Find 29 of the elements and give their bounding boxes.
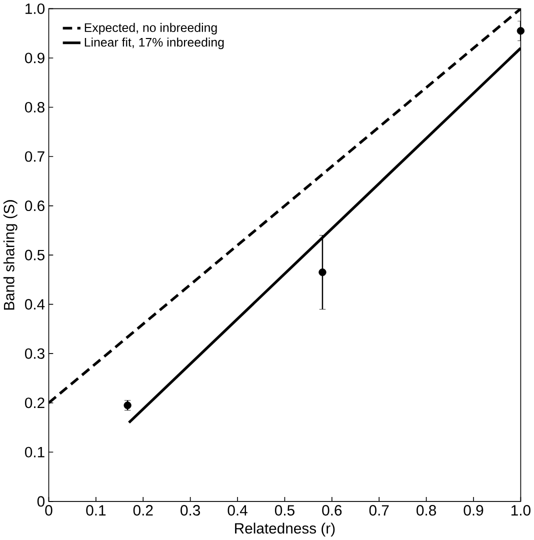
x-tick-label: 0.6 xyxy=(322,505,342,516)
y-tick-label: 0.5 xyxy=(24,250,44,260)
point xyxy=(516,27,524,35)
legend-label: Linear fit, 17% inbreeding xyxy=(84,38,224,50)
x-tick-label: 0.1 xyxy=(86,505,106,516)
y-tick-label: 0.2 xyxy=(24,398,44,408)
y-tick-label: 0.8 xyxy=(24,102,44,113)
point xyxy=(318,268,326,276)
y-tick-label: 0.6 xyxy=(24,200,44,212)
x-tick-label: 0.7 xyxy=(369,505,388,516)
y-tick-label: 0.7 xyxy=(24,151,44,162)
x-tick-label: 0.4 xyxy=(228,505,248,516)
y-axis-title: Band sharing (S) xyxy=(3,200,18,310)
x-tick-label: 0.9 xyxy=(464,505,483,516)
x-tick-label: 0.8 xyxy=(416,505,436,516)
x-tick-label: 0.2 xyxy=(133,505,152,516)
y-tick-label: 1.0 xyxy=(25,3,44,14)
y-tick-label: 0.4 xyxy=(24,299,44,310)
legend-label: Expected, no inbreeding xyxy=(84,22,217,34)
x-tick-label: 0.5 xyxy=(274,505,294,516)
y-tick-label: 0 xyxy=(37,496,44,507)
x-axis-title: Relatedness (r) xyxy=(234,522,334,537)
x-tick-label: 0 xyxy=(44,505,52,516)
x-tick-label: 1.0 xyxy=(511,505,530,516)
point xyxy=(124,402,132,410)
y-tick-label: 0.3 xyxy=(24,348,44,359)
x-tick-label: 0.3 xyxy=(180,505,200,516)
y-tick-label: 0.9 xyxy=(24,52,44,64)
y-tick-label: 0.1 xyxy=(24,446,44,458)
